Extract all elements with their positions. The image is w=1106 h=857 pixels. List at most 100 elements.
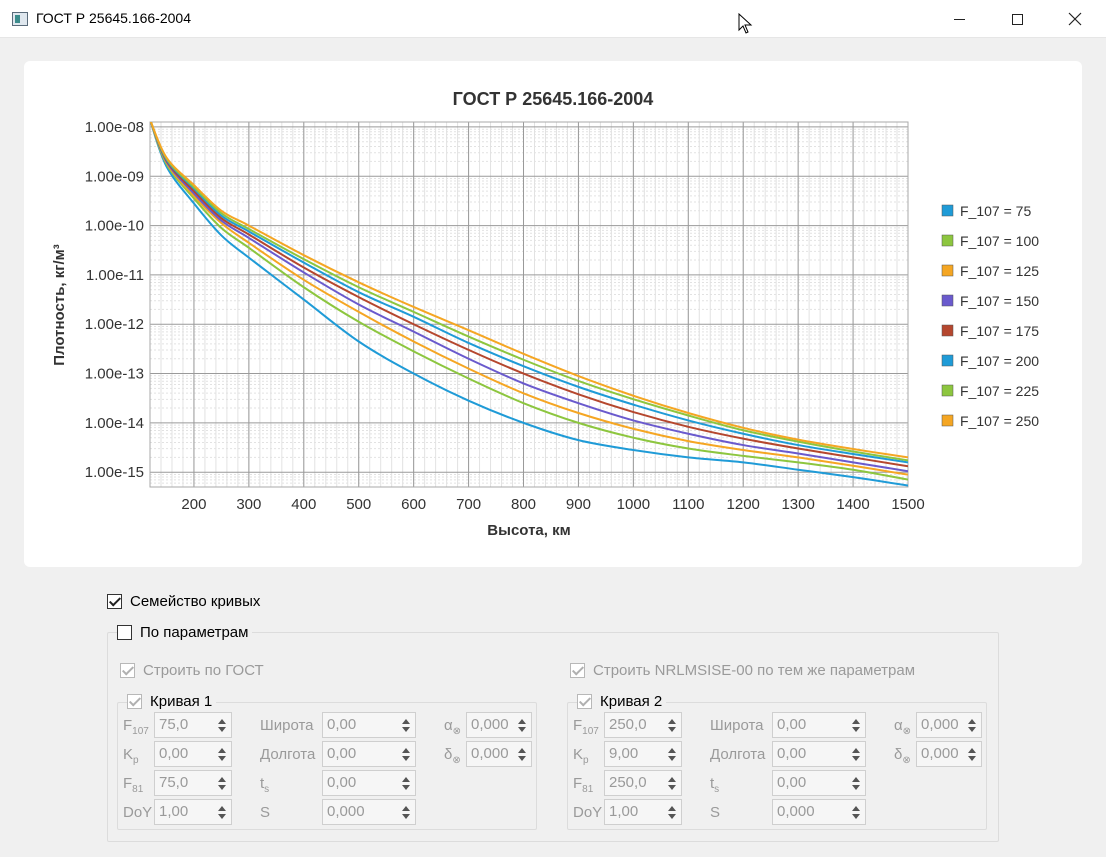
longitude-spinbox[interactable]: 0,00: [322, 741, 416, 767]
s-spin-arrows[interactable]: [847, 800, 865, 824]
f107-value: 250,0: [609, 716, 647, 733]
ts-spinbox[interactable]: 0,00: [322, 770, 416, 796]
alpha-label: α⊗: [894, 717, 912, 737]
latitude-spinbox[interactable]: 0,00: [772, 712, 866, 738]
plot-frame: [149, 121, 909, 488]
spin-up-icon: [218, 718, 226, 724]
s-spin-arrows[interactable]: [397, 800, 415, 824]
legend-entry: F_107 = 150: [960, 293, 1039, 309]
f81-spinbox[interactable]: 75,0: [154, 770, 232, 796]
maximize-icon: [1011, 13, 1023, 25]
latitude-spin-arrows[interactable]: [847, 713, 865, 737]
latitude-spinbox[interactable]: 0,00: [322, 712, 416, 738]
x-tick-label: 700: [456, 496, 481, 513]
f81-spin-arrows[interactable]: [663, 771, 681, 795]
spin-down-icon: [852, 784, 860, 790]
kp-spin-arrows[interactable]: [213, 742, 231, 766]
family-checkbox-row[interactable]: Семейство кривых: [107, 593, 260, 610]
spin-up-icon: [518, 747, 526, 753]
series-line-2: [150, 122, 908, 476]
spin-down-icon: [668, 755, 676, 761]
kp-spinbox[interactable]: 0,00: [154, 741, 232, 767]
spin-down-icon: [518, 755, 526, 761]
by-params-checkbox[interactable]: [117, 625, 132, 640]
y-tick-label: 1.00e-14: [85, 415, 144, 432]
s-spinbox[interactable]: 0,000: [772, 799, 866, 825]
chart-legend: F_107 = 75 F_107 = 100 F_107 = 125 F_107 = …: [941, 203, 1039, 429]
legend-swatch: [941, 414, 954, 427]
delta-spinbox[interactable]: 0,000: [916, 741, 982, 767]
spin-up-icon: [668, 805, 676, 811]
y-tick-label: 1.00e-15: [85, 464, 144, 481]
spin-up-icon: [968, 747, 976, 753]
alpha-spinbox[interactable]: 0,000: [466, 712, 532, 738]
doy-spin-arrows[interactable]: [663, 800, 681, 824]
longitude-spin-arrows[interactable]: [397, 742, 415, 766]
x-tick-label: 300: [236, 496, 261, 513]
delta-label: δ⊗: [444, 746, 461, 766]
y-tick-label: 1.00e-08: [85, 119, 144, 136]
alpha-spin-arrows[interactable]: [513, 713, 531, 737]
doy-spinbox[interactable]: 1,00: [604, 799, 682, 825]
build-nrl-row[interactable]: Строить NRLMSISE-00 по тем же параметрам: [570, 662, 915, 679]
kp-spinbox[interactable]: 9,00: [604, 741, 682, 767]
curve1-checkbox-row[interactable]: Кривая 1: [127, 693, 217, 710]
alpha-spin-arrows[interactable]: [963, 713, 981, 737]
f107-spin-arrows[interactable]: [213, 713, 231, 737]
ts-spin-arrows[interactable]: [847, 771, 865, 795]
spin-up-icon: [518, 718, 526, 724]
y-axis: 1.00e-08 1.00e-09 1.00e-10 1.00e-11 1.00e-12…: [85, 119, 144, 481]
alpha-value: 0,000: [921, 716, 959, 733]
y-tick-label: 1.00e-12: [85, 316, 144, 333]
x-tick-label: 1100: [672, 496, 704, 513]
doy-spin-arrows[interactable]: [213, 800, 231, 824]
spin-down-icon: [402, 755, 410, 761]
ts-spinbox[interactable]: 0,00: [772, 770, 866, 796]
spin-down-icon: [852, 813, 860, 819]
build-gost-row[interactable]: Строить по ГОСТ: [120, 662, 264, 679]
f81-spinbox[interactable]: 250,0: [604, 770, 682, 796]
alpha-label: α⊗: [444, 717, 462, 737]
x-axis-label: Высота, км: [487, 522, 570, 539]
x-tick-label: 1400: [836, 496, 869, 513]
longitude-spinbox[interactable]: 0,00: [772, 741, 866, 767]
curve2-checkbox[interactable]: [577, 694, 592, 709]
minimize-button[interactable]: [930, 0, 988, 38]
alpha-spinbox[interactable]: 0,000: [916, 712, 982, 738]
maximize-button[interactable]: [988, 0, 1046, 38]
longitude-value: 0,00: [777, 745, 807, 762]
legend-swatch: [941, 324, 954, 337]
close-button[interactable]: [1046, 0, 1104, 38]
latitude-spin-arrows[interactable]: [397, 713, 415, 737]
f81-value: 250,0: [609, 774, 647, 791]
spin-up-icon: [668, 747, 676, 753]
delta-spin-arrows[interactable]: [513, 742, 531, 766]
f107-spinbox[interactable]: 75,0: [154, 712, 232, 738]
ts-label: ts: [260, 775, 270, 795]
family-checkbox[interactable]: [107, 594, 122, 609]
curve2-checkbox-row[interactable]: Кривая 2: [577, 693, 667, 710]
build-nrl-checkbox[interactable]: [570, 663, 585, 678]
delta-spin-arrows[interactable]: [963, 742, 981, 766]
close-icon: [1068, 12, 1082, 26]
latitude-label: Широта: [260, 717, 314, 734]
curve1-label: Кривая 1: [150, 693, 213, 710]
f81-spin-arrows[interactable]: [213, 771, 231, 795]
kp-spin-arrows[interactable]: [663, 742, 681, 766]
build-gost-checkbox[interactable]: [120, 663, 135, 678]
delta-spinbox[interactable]: 0,000: [466, 741, 532, 767]
spin-down-icon: [402, 813, 410, 819]
doy-value: 1,00: [609, 803, 639, 820]
legend-entry: F_107 = 75: [960, 203, 1031, 219]
s-spinbox[interactable]: 0,000: [322, 799, 416, 825]
f107-spin-arrows[interactable]: [663, 713, 681, 737]
by-params-checkbox-row[interactable]: По параметрам: [117, 624, 253, 641]
ts-spin-arrows[interactable]: [397, 771, 415, 795]
curve1-checkbox[interactable]: [127, 694, 142, 709]
doy-spinbox[interactable]: 1,00: [154, 799, 232, 825]
longitude-spin-arrows[interactable]: [847, 742, 865, 766]
doy-label: DoY: [573, 804, 603, 821]
f107-spinbox[interactable]: 250,0: [604, 712, 682, 738]
x-tick-label: 800: [511, 496, 536, 513]
delta-value: 0,000: [471, 745, 509, 762]
